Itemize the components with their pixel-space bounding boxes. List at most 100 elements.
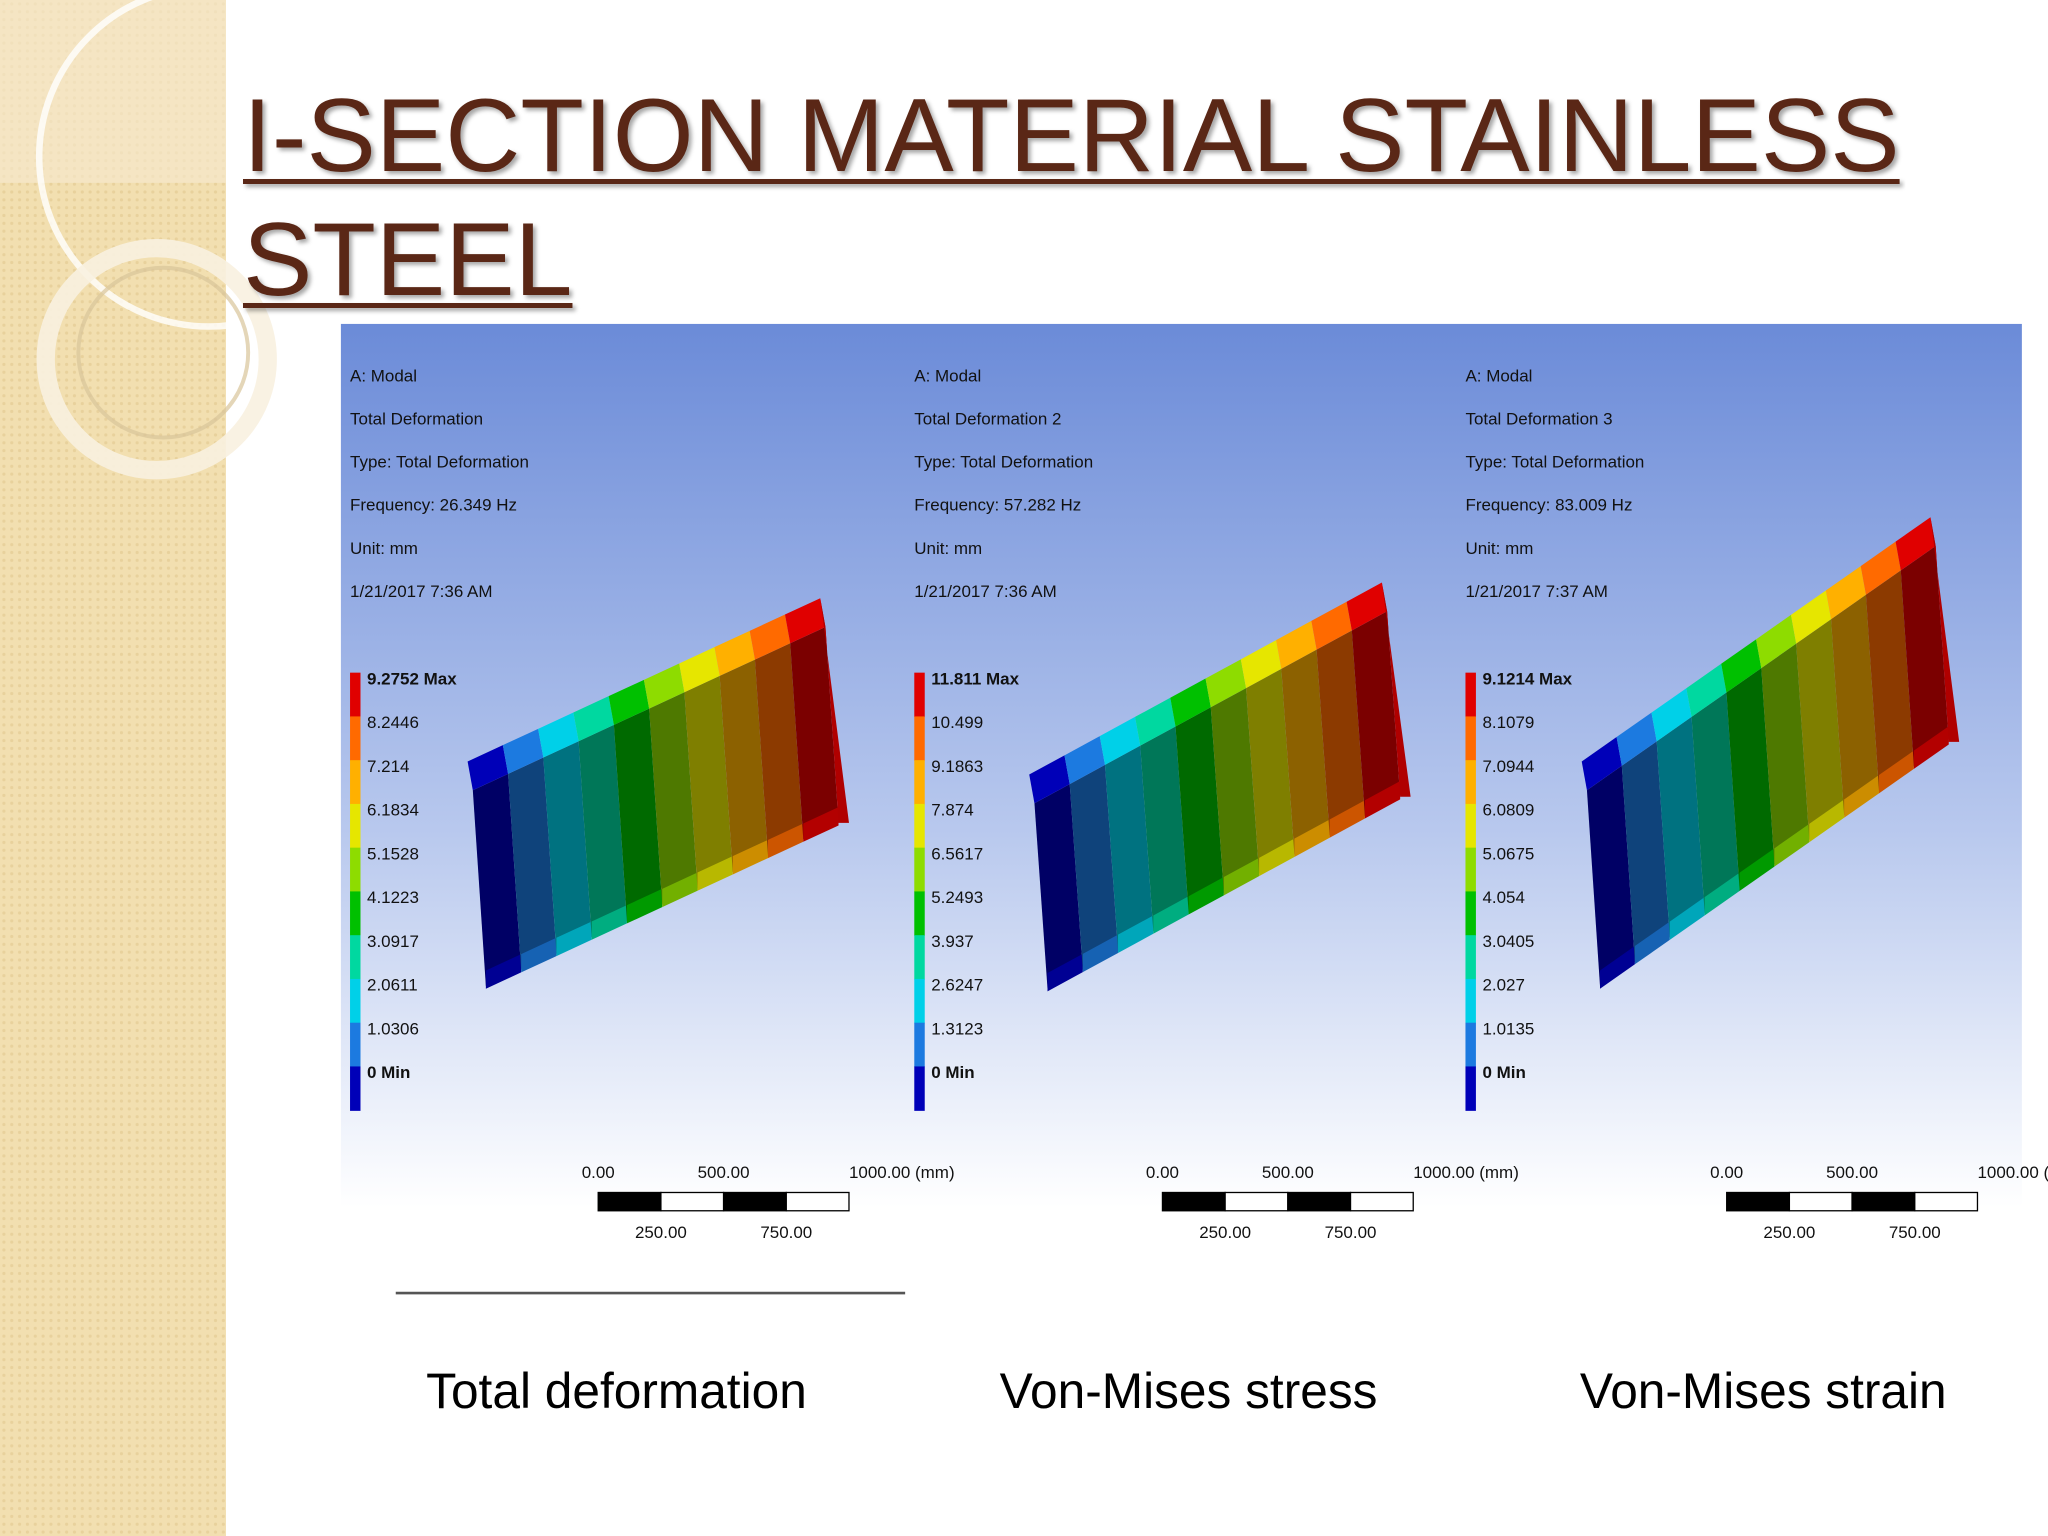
- decor-ring: [35, 0, 382, 330]
- beam-web: [1104, 745, 1154, 951]
- beam-bottom-flange: [1082, 934, 1119, 973]
- legend-swatch: [1465, 672, 1476, 718]
- scale-label: 1000.00 (mm): [1413, 1163, 1519, 1182]
- scale-bar-segment: [1224, 1191, 1289, 1212]
- legend-label: 2.027: [1482, 976, 1524, 995]
- legend-label: 6.0809: [1482, 801, 1534, 820]
- scale-label: 750.00: [1325, 1223, 1377, 1242]
- beam-web: [508, 757, 557, 970]
- beam-web: [1351, 611, 1401, 816]
- legend-swatch: [914, 716, 925, 761]
- beam-bottom-flange: [1329, 800, 1365, 838]
- beam-web: [1831, 594, 1879, 816]
- beam-flange: [467, 745, 509, 791]
- scale-bar-segment: [660, 1191, 725, 1212]
- beam-bottom-flange: [1704, 872, 1740, 916]
- legend-swatch: [350, 803, 361, 849]
- beam-bottom-flange: [1634, 921, 1670, 965]
- beam-web: [1726, 668, 1775, 889]
- legend-swatch: [1465, 760, 1476, 805]
- beam-web: [578, 724, 627, 938]
- legend-label: 3.937: [931, 932, 973, 951]
- legend-label: 5.0675: [1482, 844, 1534, 863]
- scale-label: 0.00: [582, 1163, 615, 1182]
- beam-flange: [643, 663, 685, 709]
- legend-label: 8.1079: [1482, 713, 1534, 732]
- result-header: Total Deformation 2: [914, 409, 1061, 428]
- beam-bottom-flange: [485, 954, 522, 989]
- result-header: 1/21/2017 7:37 AM: [1465, 582, 1607, 601]
- legend-label: 7.214: [367, 757, 409, 776]
- beam-web: [613, 708, 663, 921]
- scale-bar-segment: [1726, 1191, 1791, 1212]
- scale-bar-segment: [1788, 1191, 1853, 1212]
- beam-bottom-flange: [1774, 823, 1810, 867]
- beam-web: [1796, 619, 1845, 840]
- beam-flange: [679, 647, 720, 693]
- legend-swatch: [1465, 1022, 1476, 1068]
- legend-swatch: [914, 1066, 925, 1111]
- beam-bottom-flange: [1223, 857, 1260, 896]
- legend-label: 9.1863: [931, 757, 983, 776]
- beam-flange: [1099, 716, 1141, 765]
- beam-web: [1246, 668, 1295, 874]
- beam-bottom-flange: [626, 888, 663, 924]
- beam-web: [719, 659, 768, 872]
- legend-swatch: [350, 978, 361, 1024]
- result-header: Unit: mm: [350, 539, 418, 558]
- beam-bottom-flange: [1739, 848, 1775, 892]
- scale-bar-segment: [722, 1191, 787, 1212]
- result-header: Type: Total Deformation: [914, 453, 1093, 472]
- result-header: Frequency: 83.009 Hz: [1465, 496, 1632, 515]
- beam-flange: [1205, 659, 1247, 708]
- beam-web: [1210, 688, 1260, 893]
- legend-label: 11.811 Max: [931, 669, 1019, 688]
- legend-swatch: [1465, 978, 1476, 1024]
- beam-flange: [1346, 582, 1388, 631]
- beam-bottom-flange: [768, 823, 804, 859]
- legend-label: 3.0405: [1482, 932, 1534, 951]
- legend-label: 0 Min: [1482, 1063, 1525, 1082]
- result-header: Unit: mm: [914, 539, 982, 558]
- legend-swatch: [914, 1022, 925, 1068]
- legend-swatch: [1465, 847, 1476, 893]
- legend-swatch: [350, 1066, 361, 1111]
- beam-flange: [1616, 712, 1657, 766]
- slide-title: I-SECTION MATERIAL STAINLESS STEEL: [243, 78, 1900, 318]
- legend-swatch: [914, 935, 925, 980]
- beam-flange: [784, 598, 826, 644]
- legend-label: 9.1214 Max: [1482, 669, 1572, 688]
- beam-web: [1900, 545, 1949, 767]
- scale-label: 1000.00 (mm): [849, 1163, 955, 1182]
- beam-flange: [1651, 688, 1692, 742]
- scale-label: 750.00: [1889, 1223, 1941, 1242]
- beam-web: [684, 675, 733, 889]
- legend-label: 5.2493: [931, 888, 983, 907]
- result-header: Unit: mm: [1465, 539, 1533, 558]
- scale-label: 0.00: [1146, 1163, 1179, 1182]
- legend-swatch: [914, 847, 925, 893]
- beam-bottom-flange: [591, 905, 627, 940]
- beam-flange: [1581, 737, 1622, 791]
- beam-bottom-flange: [1047, 953, 1083, 992]
- side-strip: [0, 0, 226, 1536]
- beam-bottom-flange: [1188, 877, 1224, 915]
- beam-web: [1175, 707, 1224, 912]
- beam-flange: [1029, 755, 1070, 804]
- beam-web: [1691, 692, 1740, 913]
- beam-web: [649, 692, 698, 905]
- legend-label: 6.5617: [931, 844, 983, 863]
- scale-bar-segment: [785, 1191, 850, 1212]
- beam-web: [472, 773, 522, 987]
- scale-bar-segment: [597, 1191, 662, 1212]
- caption: Total deformation: [426, 1363, 807, 1419]
- beam-bottom-flange: [803, 807, 839, 842]
- beam-flange: [1240, 640, 1282, 689]
- scale-bar-segment: [1161, 1191, 1226, 1212]
- beam-bottom-flange: [1669, 897, 1705, 940]
- beam-web: [754, 643, 804, 856]
- beam-web: [1865, 570, 1914, 791]
- beam-bottom-flange: [1913, 726, 1949, 769]
